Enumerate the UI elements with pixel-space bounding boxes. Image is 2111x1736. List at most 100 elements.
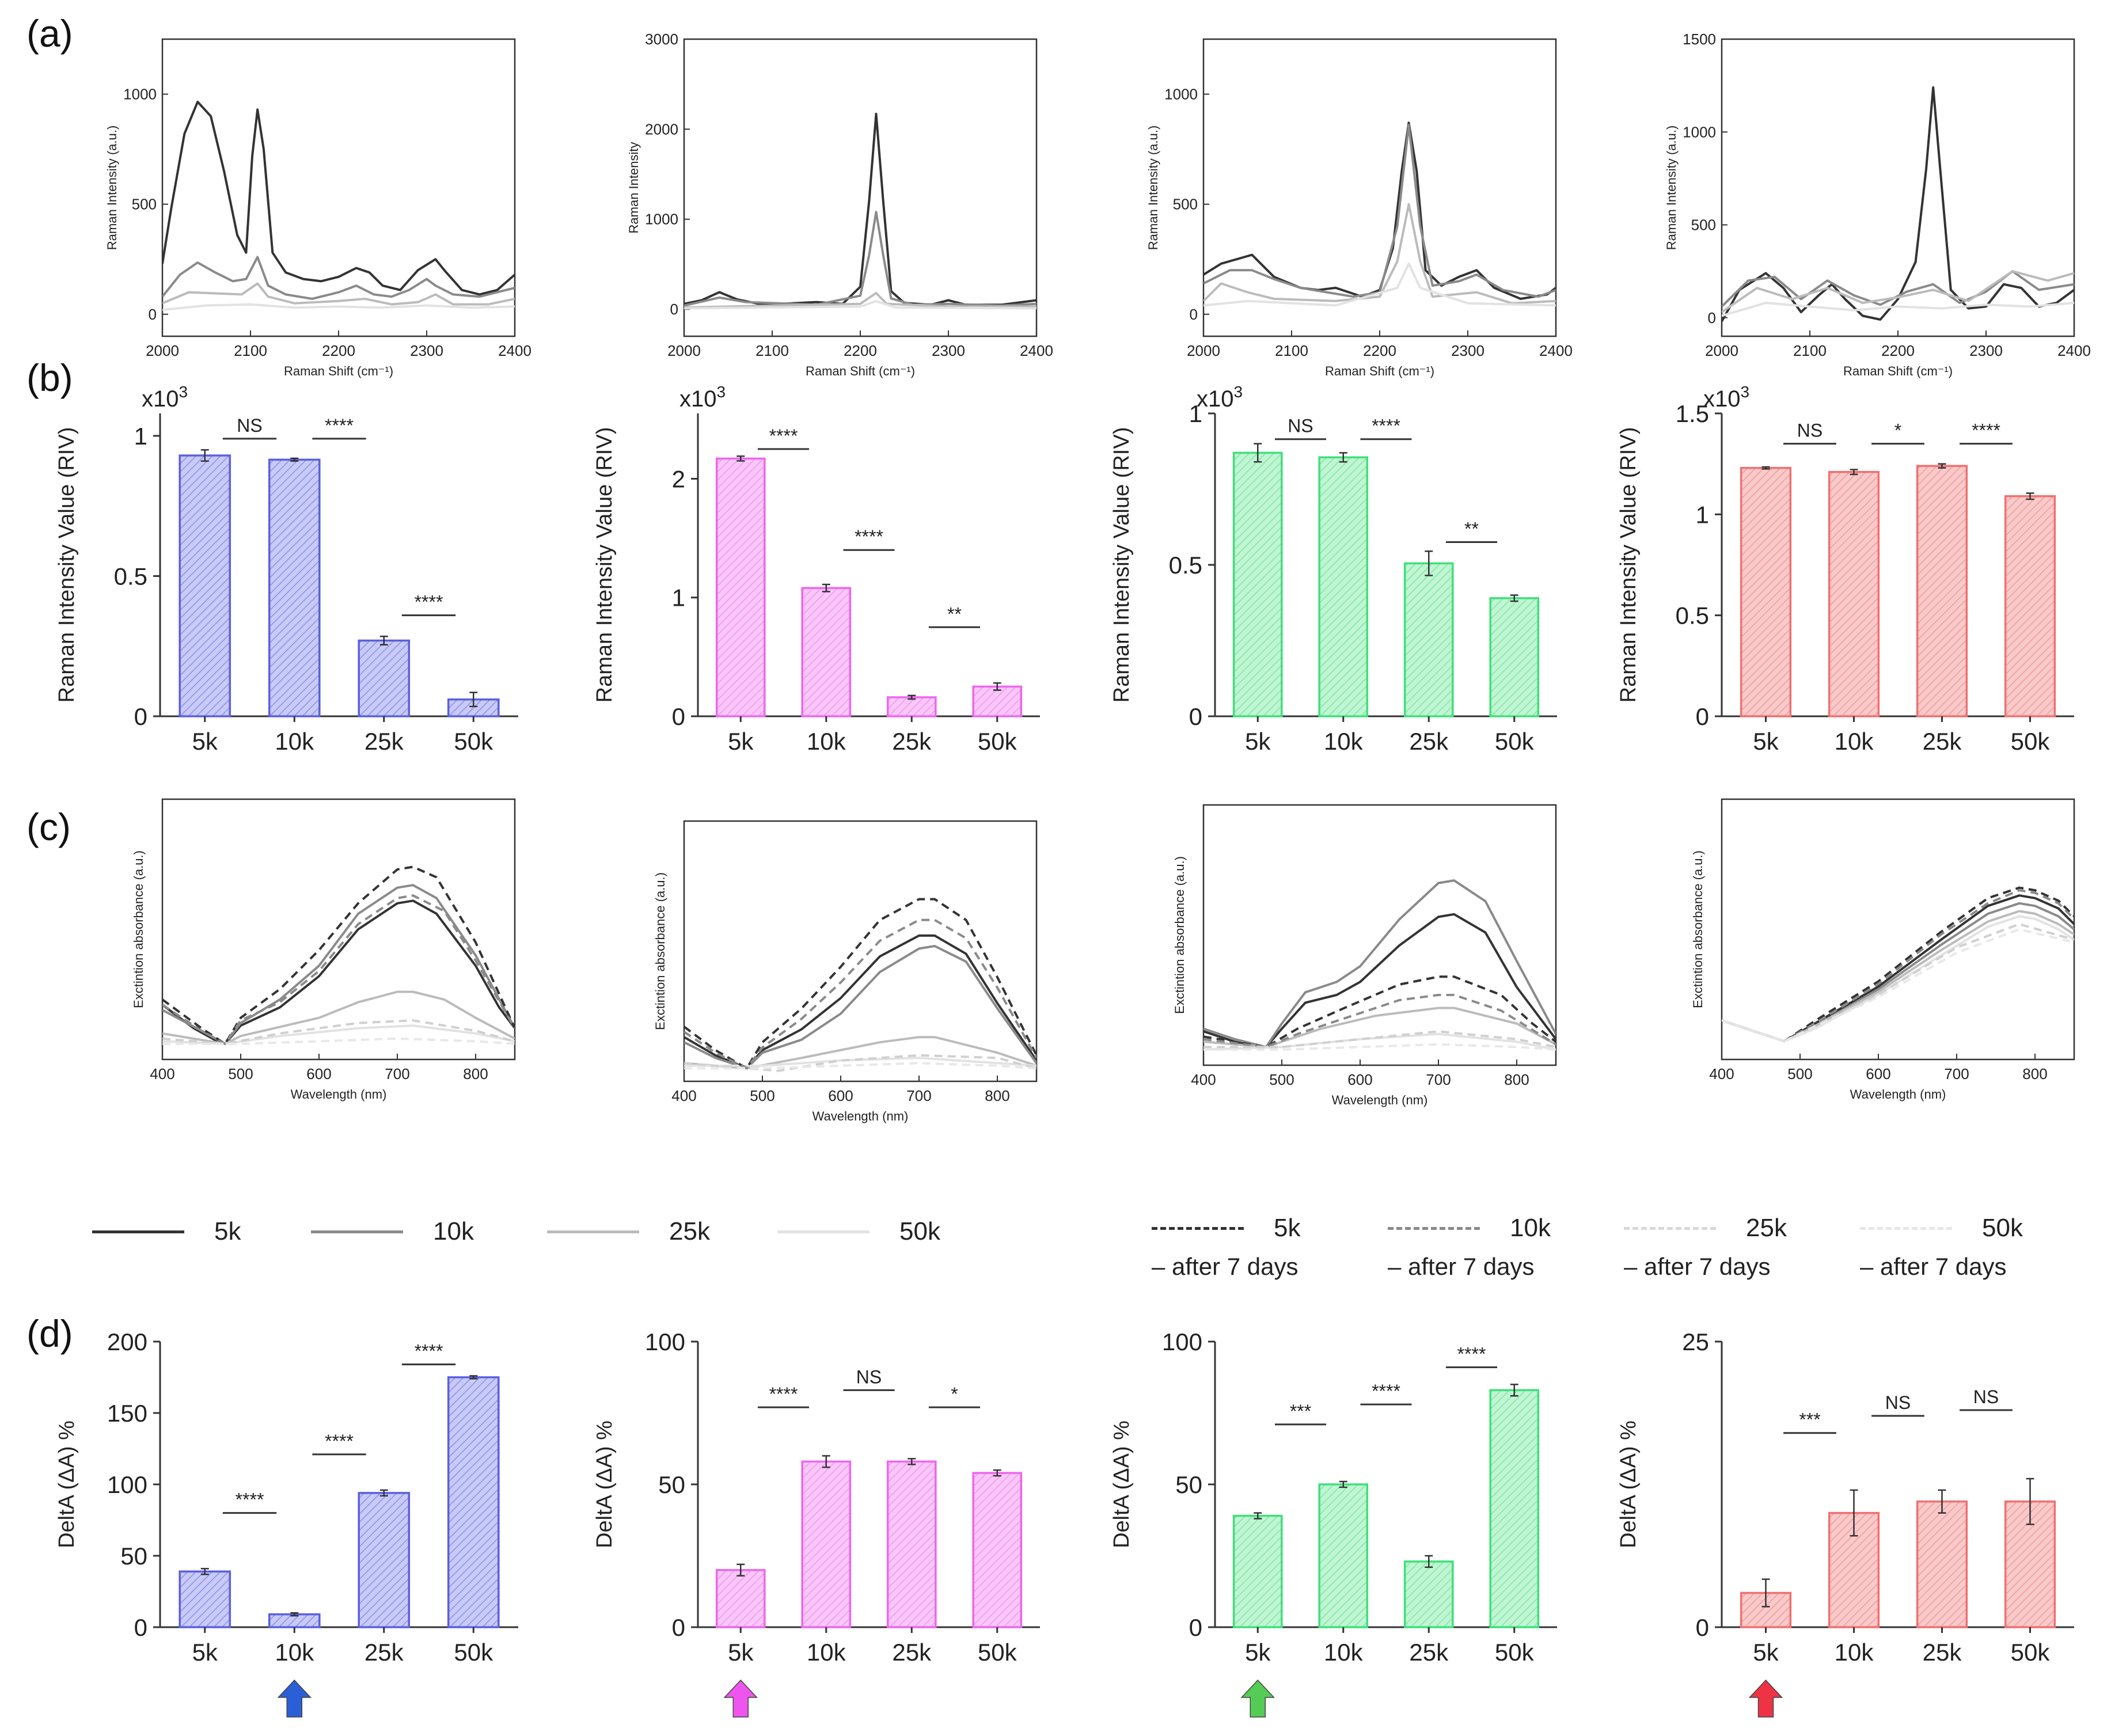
x-tick-label: 50k [2011,728,2051,755]
bar-10k [1828,470,1880,717]
y-tick-label: 0 [672,1614,685,1641]
bar-5k [715,1569,766,1628]
y-tick-label: 25 [1682,1328,1709,1355]
y-axis-label: Exctintion absorbance (a.u.) [131,850,146,1008]
series-line-10k [684,211,1036,307]
x-tick-label: 2400 [1020,342,1053,359]
y-tick-label: 0.5 [1676,602,1709,629]
significance-label: **** [1972,420,2000,441]
y-axis-label: Raman Intensity Value (RIV) [1110,427,1134,703]
bar-25k [1916,465,1968,717]
line-chart-a3: 2000 2100 2200 2300 2400 0 500 1000 Raman Shift … [1146,38,1573,378]
bar-5k [715,457,766,717]
bar-10k [1828,1511,1880,1628]
x-tick-label: 5k [1753,1639,1779,1666]
significance-label: **** [855,526,883,547]
bar-25k [358,1492,411,1628]
x-tick-label: 10k [807,1639,846,1666]
bar-chart-d4: 0 25 DeltA (ΔA) % 5k 10k 25k 50k *** NS NS [1616,1328,2074,1718]
y-tick-label: 0 [134,1614,147,1641]
x-tick-label: 2300 [932,342,965,359]
x-tick-label: 600 [1866,1065,1890,1082]
legend-swatch [777,1230,870,1233]
x-axis-label: Raman Shift (cm⁻¹) [806,364,915,378]
plot-frame [683,820,1038,1082]
legend-item-solid-5k: 5k [92,1217,241,1246]
plot-frame [1721,798,2075,1061]
x-tick-label: 5k [728,1639,754,1666]
bar-chart-d2: 0 50 100 DeltA (ΔA) % 5k 10k 25k 50k **** NS * [593,1328,1040,1718]
bar-chart-d1: 0 50 100 150 200 DeltA (ΔA) % 5k 10k 25k 50k **** *… [55,1328,518,1718]
y-axis-label: Raman Intensity Value (RIV) [55,427,79,703]
x-tick-label: 10k [1835,1639,1874,1666]
series-line-5k-after-7-days [162,865,515,1045]
significance-label: ** [947,603,962,624]
legend-item-solid-25k: 25k [547,1217,710,1246]
x-tick-label: 700 [906,1087,931,1104]
y-axis-label: Raman Intensity Value (RIV) [1616,427,1641,703]
line-chart-c2: 400 500 600 700 800 Wavelength (nm) Exctintion… [653,820,1038,1123]
axis-multiplier: x103 [1197,383,1243,412]
legend-swatch [311,1230,403,1233]
x-tick-label: 2300 [1451,342,1484,359]
up-arrow-icon [723,1679,758,1718]
bar-10k [268,458,321,717]
legend-item-dashed-50k: 50k – after 7 days [1860,1214,2023,1281]
x-tick-label: 2300 [1969,342,2003,359]
x-tick-label: 10k [275,728,314,755]
section-label-a: (a) [26,12,73,55]
x-tick-label: 800 [463,1065,488,1082]
x-tick-label: 2200 [322,342,355,359]
y-tick-label: 1000 [645,211,678,228]
up-arrow-icon [1748,1679,1783,1718]
significance-label: *** [1799,1410,1820,1430]
x-tick-label: 500 [228,1065,253,1082]
axis-multiplier: x103 [679,383,726,412]
series-line-50k [684,300,1036,310]
legend-swatch [92,1230,184,1233]
significance-label: *** [1290,1401,1311,1422]
x-tick-label: 2200 [1363,342,1396,359]
bar-25k [1916,1501,1968,1628]
line-chart-a4: 2000 2100 2200 2300 2400 0 500 1000 1500 Raman Sh… [1664,31,2091,378]
x-tick-label: 10k [1324,1639,1364,1666]
x-tick-label: 10k [1835,728,1874,755]
significance-label: **** [415,1341,443,1362]
legend-label: 5k [214,1217,241,1245]
x-tick-label: 800 [985,1087,1009,1104]
x-tick-label: 2400 [498,342,531,359]
y-tick-label: 0 [1189,1614,1202,1641]
x-tick-label: 5k [1245,1639,1271,1666]
y-tick-label: 1 [134,423,147,450]
bar-5k [179,454,231,717]
series-line-50k [1203,1032,1556,1051]
y-tick-label: 500 [1691,216,1716,234]
legend-sublabel: – after 7 days [1860,1253,2007,1280]
y-axis-label: DeltA (ΔA) % [55,1420,79,1548]
x-tick-label: 25k [1923,1639,1962,1666]
y-tick-label: 0 [1189,703,1202,730]
x-tick-label: 700 [1426,1071,1451,1088]
bar-10k [1318,456,1369,717]
significance-label: NS [1797,420,1823,441]
significance-label: NS [1973,1386,1999,1407]
bar-50k [2004,495,2056,717]
x-tick-label: 25k [1409,1639,1449,1666]
x-tick-label: 50k [454,728,493,755]
y-tick-label: 1.5 [1676,400,1709,427]
significance-label: **** [325,415,354,436]
x-tick-label: 2200 [1881,342,1915,359]
x-tick-label: 2000 [146,342,179,359]
x-tick-label: 2100 [1793,342,1827,359]
legend: 5k 10k 25k 50k 5k – after 7 days 10k – a… [0,1198,2111,1307]
significance-label: **** [325,1431,354,1452]
line-chart-c4: 400 500 600 700 800 Wavelength (nm) Exctintion… [1691,798,2075,1101]
y-tick-label: 0 [670,301,678,318]
x-axis-label: Raman Shift (cm⁻¹) [284,364,393,378]
legend-sublabel: – after 7 days [1152,1253,1299,1280]
x-axis-label: Wavelength (nm) [291,1087,387,1101]
significance-label: * [951,1384,958,1404]
bar-50k [972,685,1023,717]
